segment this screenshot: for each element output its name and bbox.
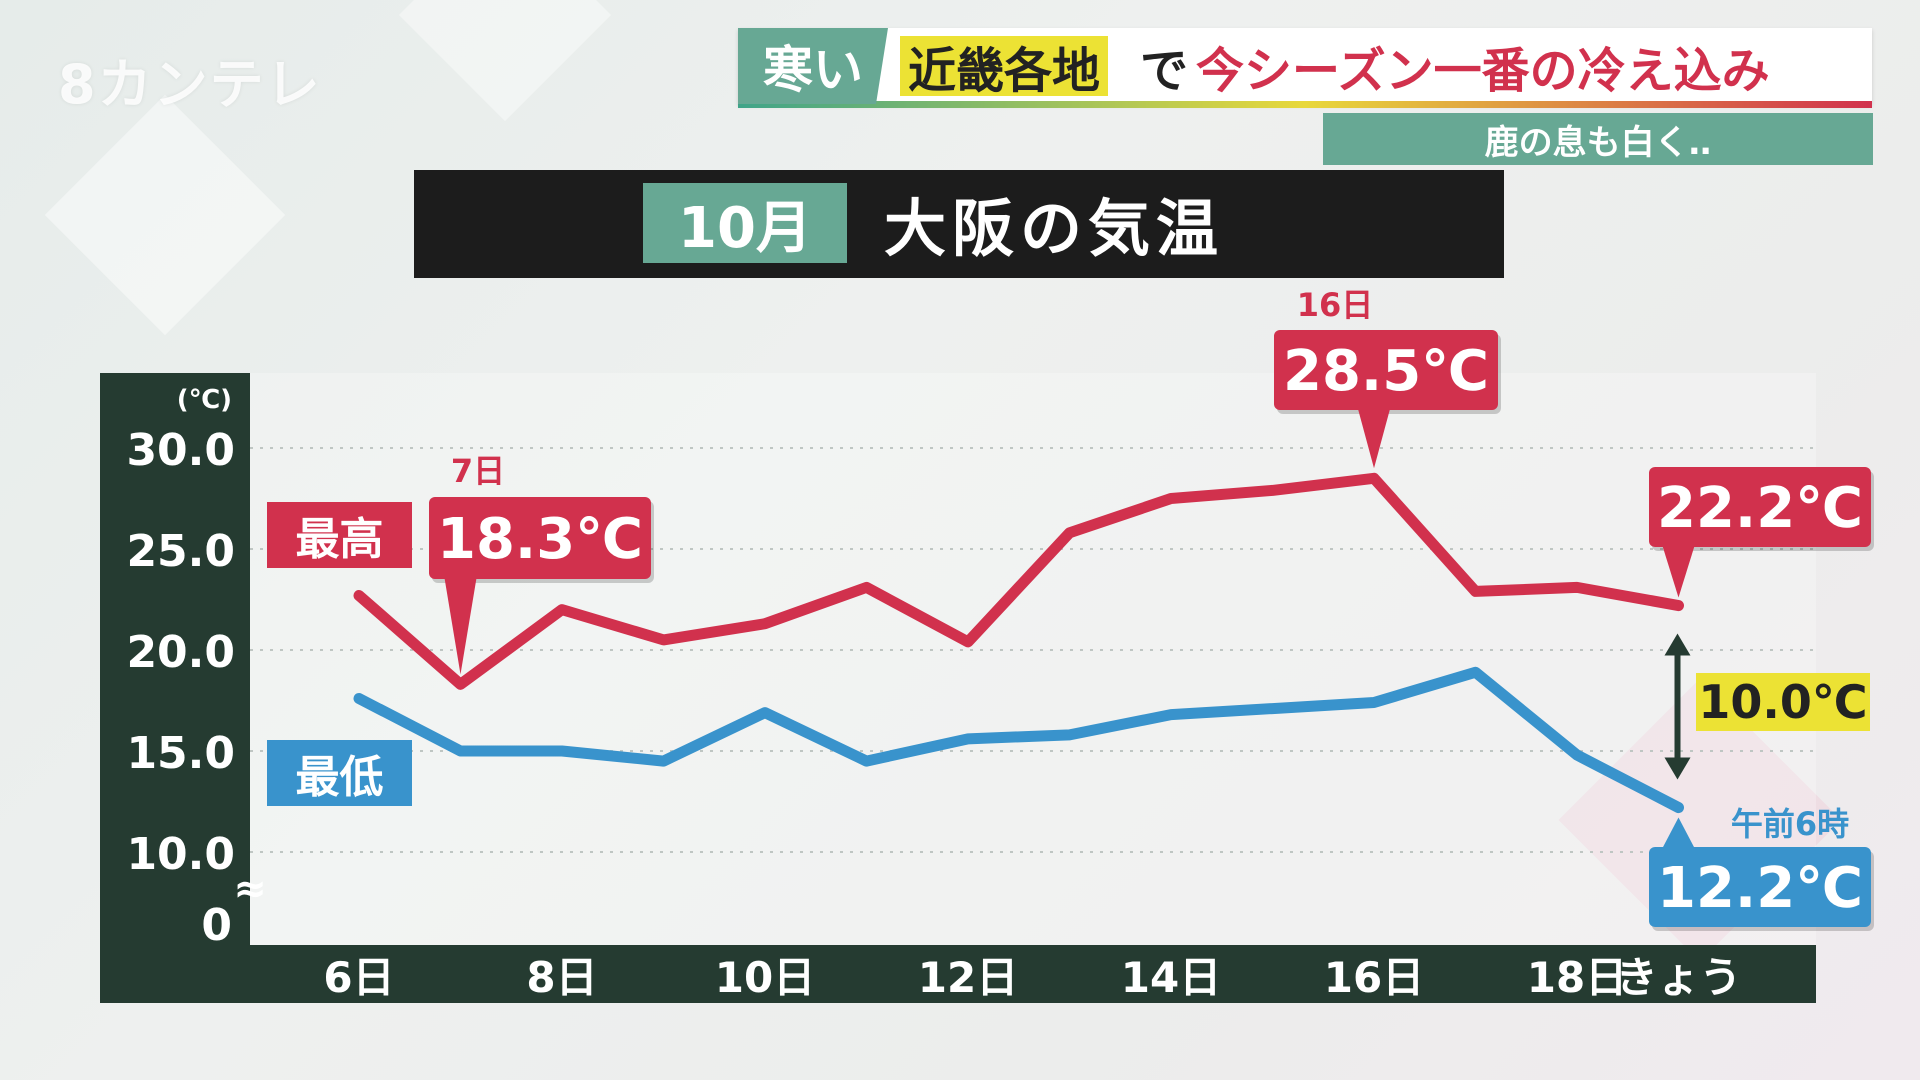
headline-region: 近畿各地 bbox=[900, 36, 1109, 99]
y-unit-label: (℃) bbox=[177, 385, 232, 415]
callout-max-7-date: 7日 bbox=[451, 452, 505, 490]
chart-title-month: 10月 bbox=[643, 183, 847, 263]
y-tick-label: 20.0 bbox=[126, 627, 235, 678]
chart-title-box bbox=[414, 170, 1504, 278]
x-tick-label: 6日 bbox=[323, 953, 394, 1002]
x-tick-label: 18日 bbox=[1527, 953, 1627, 1002]
series-line-min bbox=[353, 666, 1684, 814]
series-line-max bbox=[353, 472, 1684, 690]
headline-text: 今シーズン一番の冷え込み bbox=[1196, 43, 1770, 99]
subheadline: 鹿の息も白く‥ bbox=[1323, 113, 1873, 165]
difference-badge: 10.0℃ bbox=[1696, 673, 1870, 731]
chart-title: 大阪の気温 bbox=[884, 192, 1225, 265]
y-tick-label: 10.0 bbox=[126, 829, 235, 880]
x-axis-panel bbox=[100, 945, 1816, 1003]
headline-tag: 寒い bbox=[738, 28, 888, 104]
x-tick-label: 8日 bbox=[526, 953, 597, 1002]
callout-min-today-value: 12.2℃ bbox=[1657, 856, 1863, 921]
y-tick-label: 25.0 bbox=[126, 526, 235, 577]
series-label-max: 最高 bbox=[267, 502, 412, 568]
x-tick-label: きょう bbox=[1615, 953, 1741, 1002]
callout-min-today: 12.2℃ bbox=[1649, 817, 1874, 931]
callout-max-7: 18.3℃ bbox=[429, 497, 654, 675]
difference-arrow bbox=[1664, 633, 1691, 780]
headline-color-bar bbox=[738, 101, 1872, 108]
headline-particle: で bbox=[1140, 43, 1189, 99]
x-tick-label: 10日 bbox=[715, 953, 815, 1002]
callout-max-16-value: 28.5℃ bbox=[1283, 339, 1489, 404]
x-tick-label: 16日 bbox=[1324, 953, 1424, 1002]
y-tick-label: 30.0 bbox=[126, 425, 235, 476]
plot-area bbox=[250, 373, 1816, 945]
x-tick-label: 12日 bbox=[918, 953, 1018, 1002]
y-axis-panel bbox=[100, 373, 250, 1003]
callout-max-16-date: 16日 bbox=[1297, 286, 1374, 324]
x-tick-label: 14日 bbox=[1121, 953, 1221, 1002]
y-zero-label: 0 bbox=[201, 900, 232, 951]
axis-break-mark: ≈ bbox=[233, 866, 267, 912]
callout-max-today: 22.2℃ bbox=[1649, 467, 1874, 598]
callout-min-today-time: 午前6時 bbox=[1731, 805, 1849, 843]
callout-max-16: 28.5℃ bbox=[1274, 330, 1501, 469]
channel-logo: 8カンテレ bbox=[58, 53, 322, 116]
series-label-min: 最低 bbox=[267, 740, 412, 806]
y-tick-label: 15.0 bbox=[126, 728, 235, 779]
callout-max-today-value: 22.2℃ bbox=[1657, 476, 1863, 541]
callout-max-7-value: 18.3℃ bbox=[437, 507, 643, 572]
